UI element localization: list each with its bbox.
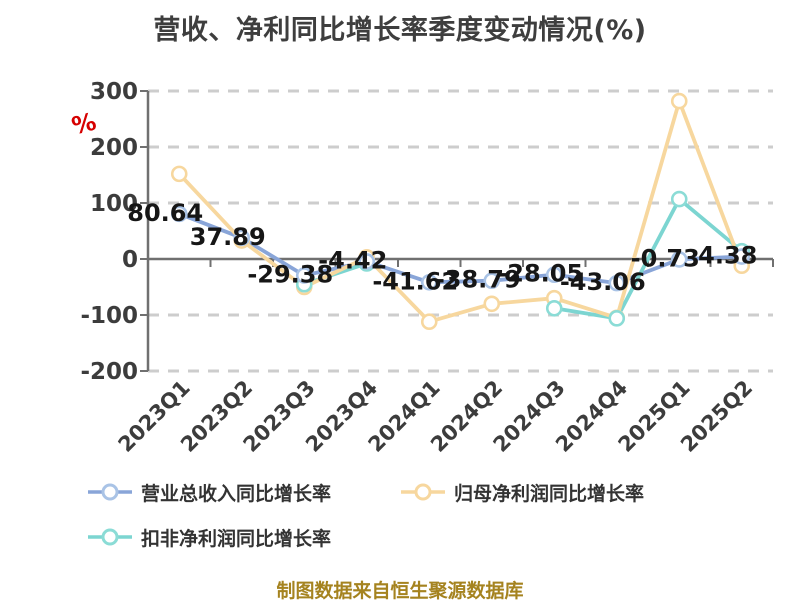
data-label-2025Q2: 4.38 bbox=[698, 242, 757, 270]
data-point-s2-2025Q1[interactable] bbox=[670, 190, 688, 208]
legend-row-1: 营业总收入同比增长率 归母净利润同比增长率 bbox=[88, 479, 714, 505]
data-point-s0-2023Q4[interactable] bbox=[358, 253, 376, 270]
legend-item-net-profit-growth[interactable]: 归母净利润同比增长率 bbox=[401, 479, 644, 506]
legend-item-total-revenue-growth[interactable]: 营业总收入同比增长率 bbox=[88, 479, 331, 506]
legend-label-deducted-net-profit-growth: 扣非净利润同比增长率 bbox=[141, 527, 332, 550]
data-point-s0-2023Q2[interactable] bbox=[233, 229, 251, 247]
chart-title: 营收、净利同比增长率季度变动情况(%) bbox=[153, 15, 647, 46]
legend-row-2: 扣非净利润同比增长率 bbox=[88, 524, 714, 550]
data-point-s0-2025Q2[interactable] bbox=[733, 248, 751, 265]
data-point-s1-2025Q1[interactable] bbox=[670, 92, 688, 110]
line-marker-icon bbox=[401, 483, 446, 501]
legend-item-deducted-net-profit-growth[interactable]: 扣非净利润同比增长率 bbox=[88, 524, 331, 551]
series-line-0 bbox=[177, 211, 744, 285]
data-point-s1-2024Q1[interactable] bbox=[420, 313, 438, 331]
legend-label-net-profit-growth: 归母净利润同比增长率 bbox=[454, 482, 645, 505]
data-point-s0-2024Q1[interactable] bbox=[420, 274, 438, 291]
data-label-2023Q1: 80.64 bbox=[127, 199, 203, 227]
data-point-s0-2023Q1[interactable] bbox=[170, 205, 188, 223]
data-point-s2-2024Q3[interactable] bbox=[545, 299, 563, 317]
y-axis-label--200: -200 bbox=[80, 359, 138, 385]
data-point-s0-2024Q4[interactable] bbox=[608, 274, 626, 292]
legend-label-total-revenue-growth: 营业总收入同比增长率 bbox=[141, 482, 332, 505]
data-point-s0-2025Q1[interactable] bbox=[670, 251, 688, 268]
series-line-1 bbox=[177, 99, 744, 324]
data-label-2024Q1: -41.62 bbox=[372, 267, 458, 295]
data-label-2025Q1: -0.73 bbox=[631, 244, 700, 272]
data-point-s2-2024Q4[interactable] bbox=[608, 310, 626, 327]
y-axis-label--100: -100 bbox=[80, 303, 138, 329]
data-label-2023Q2: 37.89 bbox=[190, 223, 266, 251]
data-point-s0-2023Q3[interactable] bbox=[295, 267, 313, 284]
data-point-s1-2023Q1[interactable] bbox=[170, 165, 188, 183]
data-point-s1-2024Q2[interactable] bbox=[483, 295, 501, 313]
data-source-note: 制图数据来自恒生聚源数据库 bbox=[276, 580, 524, 600]
data-label-2024Q4: -43.06 bbox=[560, 268, 646, 296]
y-axis-label-100: 100 bbox=[90, 191, 138, 217]
data-label-2023Q4: -4.42 bbox=[318, 246, 387, 274]
y-axis-label-0: 0 bbox=[122, 247, 138, 273]
data-point-s0-2024Q3[interactable] bbox=[545, 266, 563, 284]
line-marker-icon bbox=[88, 528, 132, 546]
data-point-s0-2024Q2[interactable] bbox=[483, 272, 501, 290]
data-label-2023Q3: -29.38 bbox=[247, 260, 333, 288]
data-label-2024Q3: -28.05 bbox=[497, 260, 583, 288]
y-axis-label-300: 300 bbox=[90, 79, 138, 105]
data-label-2024Q2: -38.79 bbox=[435, 266, 521, 294]
y-axis-label-200: 200 bbox=[90, 135, 138, 161]
line-marker-icon bbox=[88, 483, 132, 501]
legend: 营业总收入同比增长率 归母净利润同比增长率 扣非净利润同比增长率 bbox=[88, 479, 714, 569]
